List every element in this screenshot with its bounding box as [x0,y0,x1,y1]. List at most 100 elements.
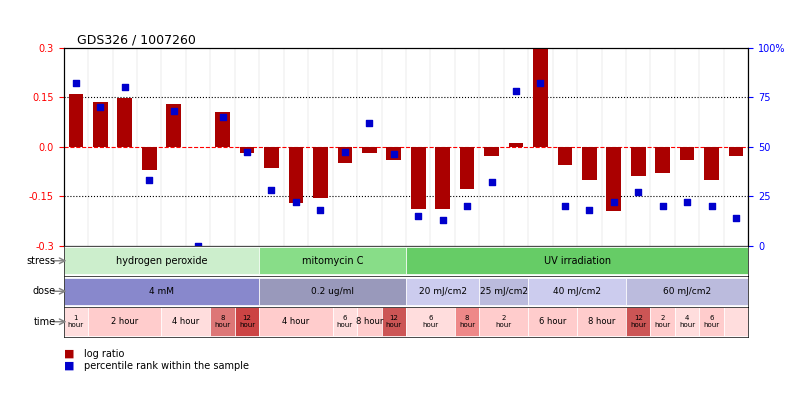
FancyBboxPatch shape [64,307,88,336]
Bar [680,147,694,160]
Text: percentile rank within the sample: percentile rank within the sample [84,361,248,371]
Point [730,215,743,221]
Point [119,84,131,90]
Bar [93,102,107,147]
Text: 12
hour: 12 hour [386,315,402,328]
Bar [142,147,157,169]
Point [534,80,547,86]
FancyBboxPatch shape [381,307,406,336]
Text: 4 hour: 4 hour [172,317,200,326]
Text: 6
hour: 6 hour [423,315,439,328]
Text: 8
hour: 8 hour [215,315,231,328]
FancyBboxPatch shape [162,307,210,336]
Text: time: time [33,317,56,327]
Text: dose: dose [33,286,56,296]
Text: 4
hour: 4 hour [679,315,695,328]
FancyBboxPatch shape [333,307,357,336]
FancyBboxPatch shape [259,247,406,274]
FancyBboxPatch shape [700,307,724,336]
Point [436,217,449,223]
Text: 12
hour: 12 hour [630,315,646,328]
FancyBboxPatch shape [626,278,748,305]
FancyBboxPatch shape [210,307,235,336]
Text: 2
hour: 2 hour [496,315,512,328]
FancyBboxPatch shape [64,278,259,305]
Point [632,189,645,195]
FancyBboxPatch shape [577,307,626,336]
FancyBboxPatch shape [357,307,381,336]
Text: 2
hour: 2 hour [654,315,671,328]
Point [167,108,180,114]
Bar [533,49,548,147]
FancyBboxPatch shape [406,307,455,336]
Point [143,177,156,183]
Bar [362,147,377,153]
Text: 1
hour: 1 hour [68,315,84,328]
Point [681,199,693,205]
FancyBboxPatch shape [529,307,577,336]
Point [314,207,326,213]
Text: 4 hour: 4 hour [283,317,310,326]
FancyBboxPatch shape [406,247,748,274]
Text: 0.2 ug/ml: 0.2 ug/ml [311,287,354,296]
Point [607,199,620,205]
Bar [264,147,279,168]
Point [94,104,107,110]
FancyBboxPatch shape [529,278,626,305]
Point [338,149,351,156]
Point [509,88,522,94]
Point [217,114,229,120]
FancyBboxPatch shape [626,307,650,336]
Point [657,203,669,209]
Bar [509,143,523,147]
FancyBboxPatch shape [259,307,333,336]
FancyBboxPatch shape [479,307,529,336]
FancyBboxPatch shape [235,307,259,336]
Bar [435,147,450,209]
Text: GDS326 / 1007260: GDS326 / 1007260 [77,33,197,46]
Text: 6
hour: 6 hour [337,315,353,328]
FancyBboxPatch shape [88,307,162,336]
Point [486,179,498,185]
Bar [68,94,84,147]
FancyBboxPatch shape [724,307,748,336]
FancyBboxPatch shape [64,247,259,274]
FancyBboxPatch shape [650,307,675,336]
Bar [338,147,352,163]
Point [240,149,253,156]
FancyBboxPatch shape [675,307,700,336]
Bar [728,147,743,156]
Point [192,242,205,249]
Text: ■: ■ [64,361,74,371]
Text: UV irradiation: UV irradiation [544,256,611,266]
Bar [607,147,621,211]
Text: 4 mM: 4 mM [149,287,174,296]
Bar [118,98,132,147]
FancyBboxPatch shape [259,278,406,305]
Bar [704,147,719,179]
Bar [215,112,230,147]
FancyBboxPatch shape [479,278,529,305]
Bar [313,147,328,198]
Text: stress: stress [27,256,56,266]
Text: hydrogen peroxide: hydrogen peroxide [115,256,207,266]
Bar [386,147,401,160]
Text: 8 hour: 8 hour [356,317,383,326]
Bar [460,147,474,189]
Text: 25 mJ/cm2: 25 mJ/cm2 [480,287,528,296]
Text: 40 mJ/cm2: 40 mJ/cm2 [553,287,601,296]
Point [388,151,400,158]
Bar [582,147,597,179]
Bar [166,104,181,147]
Text: 6
hour: 6 hour [704,315,720,328]
Point [290,199,302,205]
Point [583,207,595,213]
Text: log ratio: log ratio [84,349,124,359]
Text: mitomycin C: mitomycin C [302,256,363,266]
Text: 8
hour: 8 hour [459,315,475,328]
Point [69,80,82,86]
Text: 6 hour: 6 hour [539,317,566,326]
Text: 20 mJ/cm2: 20 mJ/cm2 [419,287,466,296]
Bar [655,147,670,173]
Bar [289,147,303,203]
